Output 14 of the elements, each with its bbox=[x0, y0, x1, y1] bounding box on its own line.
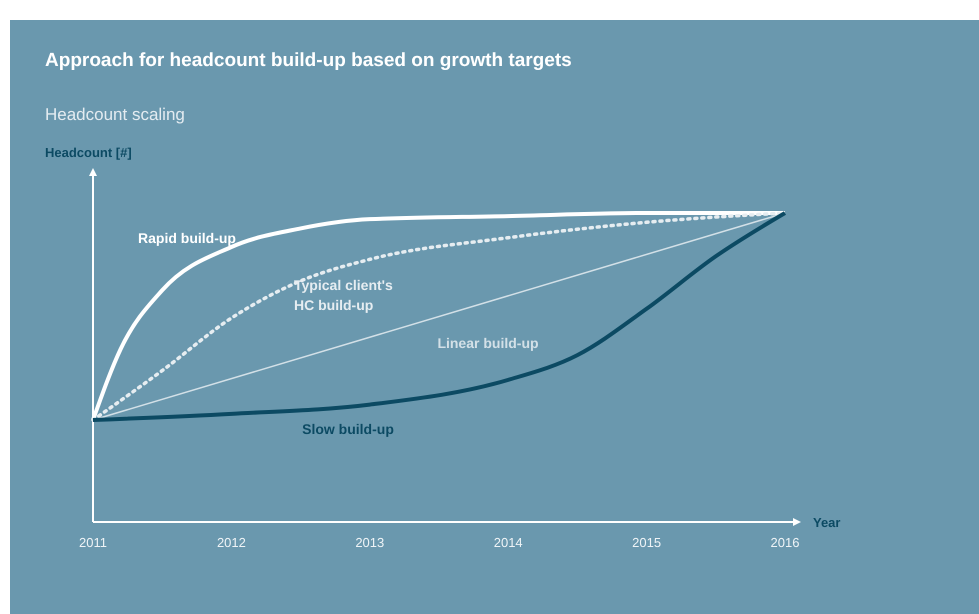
series-label: Linear build-up bbox=[437, 335, 539, 351]
x-axis-title: Year bbox=[813, 515, 840, 530]
series-label: Typical client's HC build-up bbox=[294, 277, 393, 313]
series-label: Rapid build-up bbox=[138, 230, 236, 246]
x-tick-label: 2013 bbox=[355, 535, 384, 550]
chart-title: Approach for headcount build-up based on growth targets bbox=[45, 50, 572, 71]
chart-subtitle: Headcount scaling bbox=[45, 105, 185, 124]
x-tick-label: 2016 bbox=[770, 535, 800, 550]
series-label: Slow build-up bbox=[302, 421, 394, 437]
y-axis-title: Headcount [#] bbox=[45, 145, 132, 160]
x-tick-label: 2015 bbox=[632, 535, 662, 550]
x-tick-label: 2014 bbox=[494, 535, 523, 550]
x-tick-label: 2011 bbox=[79, 535, 107, 550]
x-tick-label: 2012 bbox=[216, 535, 246, 550]
